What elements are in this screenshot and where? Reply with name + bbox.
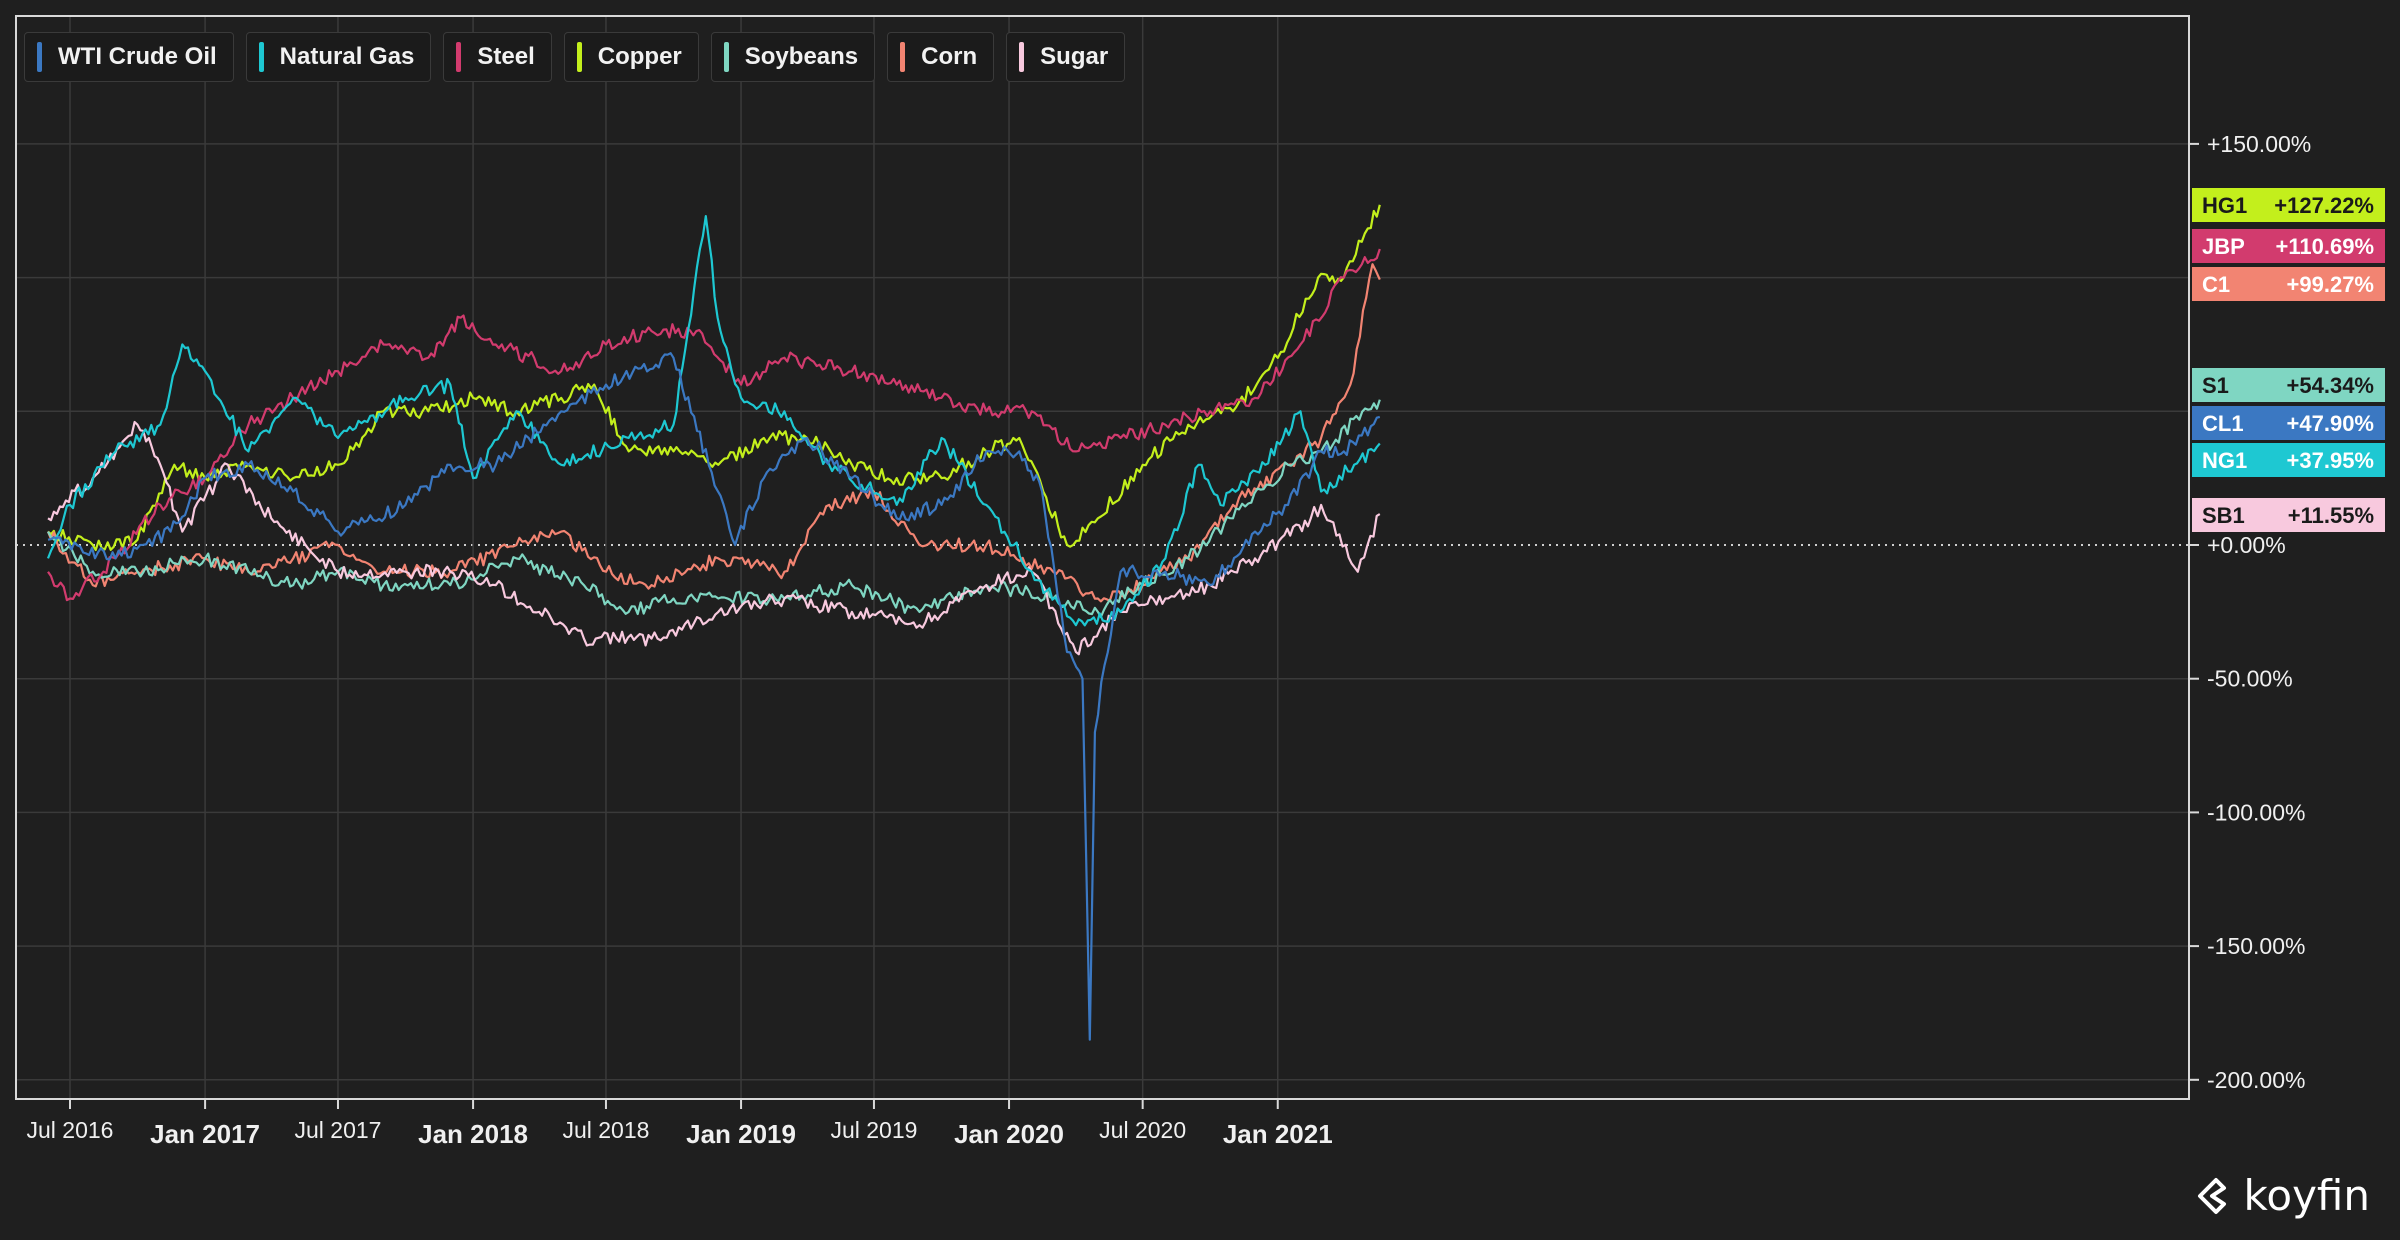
legend-swatch: [900, 42, 906, 72]
value-tag-bg: [2192, 443, 2385, 477]
gridlines: [16, 16, 2189, 1099]
legend-label: Natural Gas: [279, 43, 415, 70]
value-tag: S1 +54.34%: [2192, 368, 2385, 402]
axes: +150.00% +0.00% -50.00% -100.00% -150.00% -20…: [27, 131, 2312, 1149]
x-tick-label: Jan 2020: [954, 1119, 1064, 1149]
legend-item[interactable]: WTI Crude Oil: [24, 32, 234, 82]
x-tick-label: Jan 2021: [1223, 1119, 1333, 1149]
y-tick-label: +0.00%: [2207, 532, 2286, 558]
value-tag: CL1 +47.90%: [2192, 406, 2385, 440]
value-tag-ticker: JBP: [2202, 234, 2245, 259]
value-tag: C1 +99.27%: [2192, 267, 2385, 301]
x-tick-label: Jul 2016: [27, 1117, 114, 1143]
value-tag: SB1 +11.55%: [2192, 498, 2385, 532]
legend-label: Soybeans: [744, 43, 859, 70]
x-tick-label: Jan 2018: [418, 1119, 528, 1149]
y-tick-label: -200.00%: [2207, 1067, 2305, 1093]
legend-swatch: [723, 42, 729, 72]
legend-swatch: [576, 42, 582, 72]
legend-label: WTI Crude Oil: [58, 43, 217, 70]
y-tick-label: +150.00%: [2207, 131, 2311, 157]
value-tag: NG1 +37.95%: [2192, 443, 2385, 477]
value-tag-value: +11.55%: [2288, 503, 2374, 528]
legend-item[interactable]: Steel: [443, 32, 552, 82]
y-tick-label: -100.00%: [2207, 799, 2305, 825]
value-tag-value: +127.22%: [2274, 193, 2374, 218]
series-line: [47, 352, 1381, 1041]
legend-swatch: [37, 42, 42, 72]
legend-label: Copper: [597, 43, 682, 70]
value-tag: JBP +110.69%: [2192, 229, 2385, 263]
legend-swatch: [1019, 42, 1025, 72]
series-lines: [46, 204, 1381, 1041]
legend-item[interactable]: Sugar: [1006, 32, 1126, 82]
value-tag-ticker: NG1: [2202, 448, 2247, 473]
legend-item[interactable]: Corn: [887, 32, 995, 82]
x-tick-label: Jul 2018: [562, 1117, 649, 1143]
legend-swatch: [258, 42, 264, 72]
x-tick-label: Jan 2019: [686, 1119, 796, 1149]
x-tick-label: Jul 2017: [294, 1117, 381, 1143]
value-tag-ticker: S1: [2202, 373, 2229, 398]
value-tag-bg: [2192, 406, 2385, 440]
brand-name: koyfin: [2243, 1171, 2370, 1220]
value-tag-value: +110.69%: [2276, 234, 2374, 259]
series-line: [47, 399, 1381, 619]
plot-frame: [15, 15, 2190, 1100]
koyfin-logo-icon: [2197, 1177, 2226, 1214]
koyfin-logo: koyfin: [2194, 1171, 2370, 1220]
value-tag-value: +54.34%: [2287, 373, 2374, 398]
series-line: [47, 420, 1381, 656]
value-tag-value: +47.90%: [2287, 411, 2374, 436]
legend-item[interactable]: Copper: [563, 32, 699, 82]
legend-item[interactable]: Natural Gas: [245, 32, 432, 82]
x-tick-label: Jul 2019: [830, 1117, 917, 1143]
value-tag-bg: [2192, 498, 2385, 532]
value-tag-ticker: CL1: [2202, 411, 2244, 436]
legend-label: Steel: [477, 43, 535, 70]
legend-label: Sugar: [1040, 43, 1109, 70]
value-tag-ticker: C1: [2202, 272, 2230, 297]
legend-item[interactable]: Soybeans: [710, 32, 876, 82]
value-tag-bg: [2192, 229, 2385, 263]
series-line: [47, 248, 1381, 602]
value-tag: HG1 +127.22%: [2192, 188, 2385, 222]
value-tag-bg: [2192, 368, 2385, 402]
value-tag-bg: [2192, 188, 2385, 222]
legend-swatch: [456, 42, 462, 72]
y-tick-label: -50.00%: [2207, 666, 2293, 692]
value-tag-ticker: HG1: [2202, 193, 2247, 218]
series-line: [47, 204, 1381, 552]
legend: WTI Crude Oil Natural Gas Steel Copper Soybe…: [24, 32, 1126, 82]
value-tag-value: +37.95%: [2287, 448, 2374, 473]
x-tick-label: Jul 2020: [1099, 1117, 1186, 1143]
value-tag-bg: [2192, 267, 2385, 301]
value-tag-value: +99.27%: [2287, 272, 2374, 297]
last-value-tags: CL1 +47.90% NG1 +37.95% JBP +110.69% HG1 +127.2…: [2192, 188, 2385, 532]
y-tick-label: -150.00%: [2207, 933, 2305, 959]
series-line: [46, 215, 1381, 627]
legend-label: Corn: [921, 43, 978, 70]
value-tag-ticker: SB1: [2202, 503, 2245, 528]
x-tick-label: Jan 2017: [150, 1119, 260, 1149]
